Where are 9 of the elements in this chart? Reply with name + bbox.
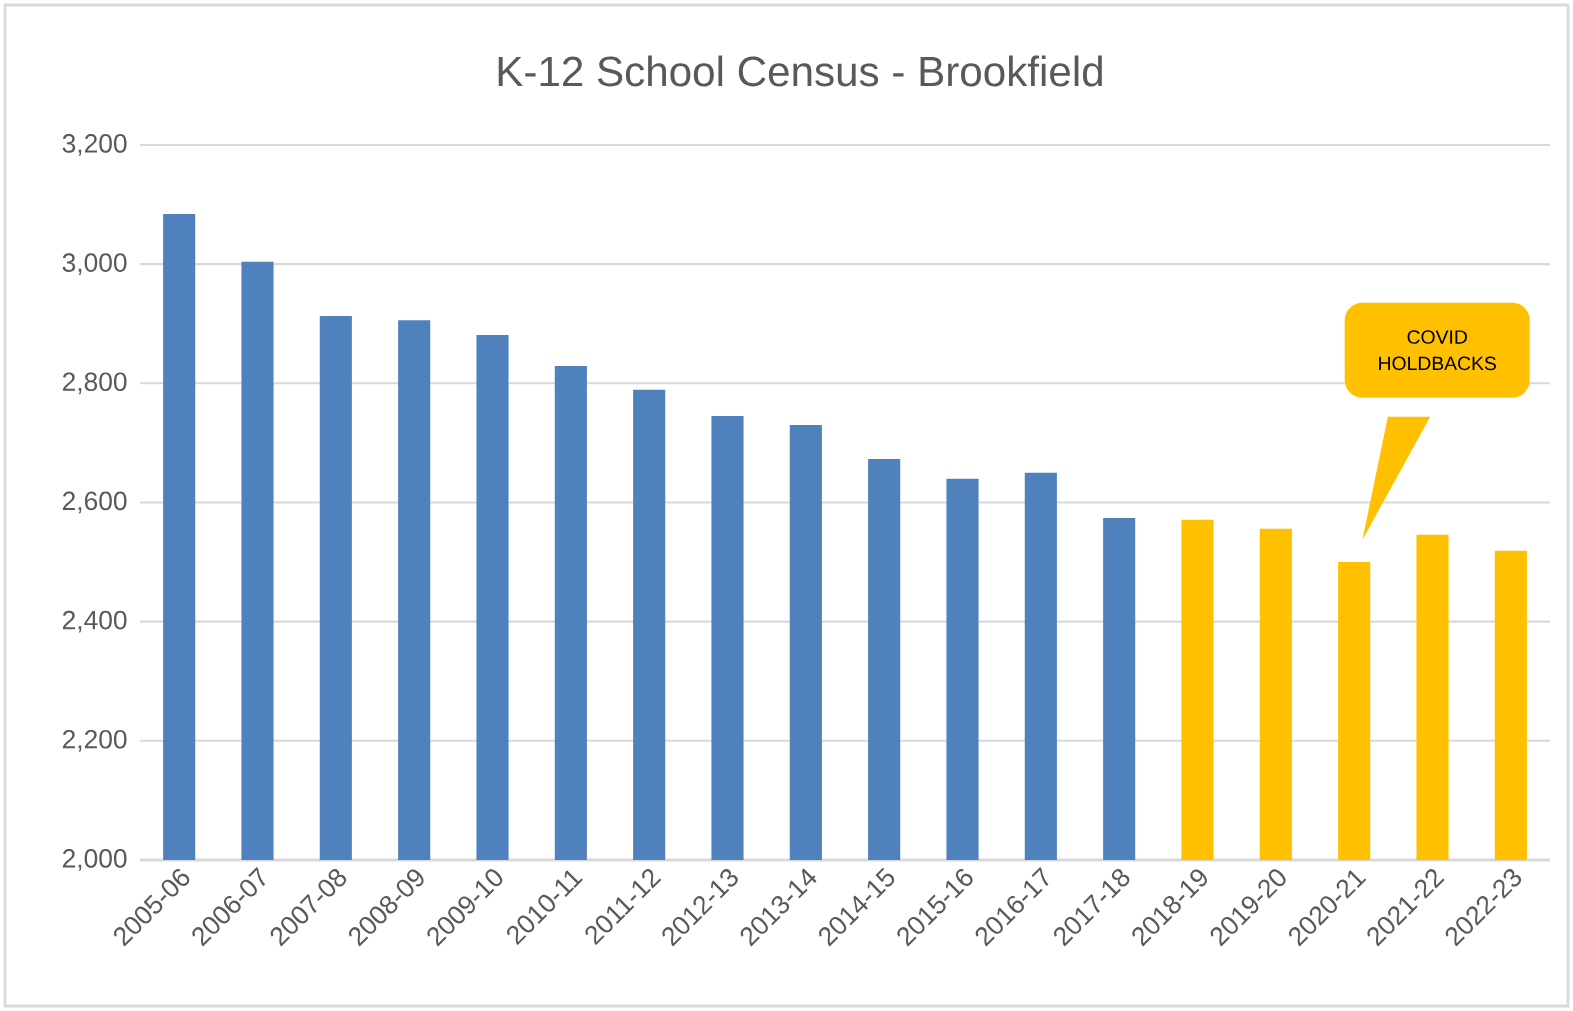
y-tick-label: 2,600 [62, 491, 127, 514]
y-tick-label: 3,000 [62, 253, 127, 276]
y-tick-label: 2,200 [62, 729, 127, 752]
y-tick-label: 2,800 [62, 372, 127, 395]
y-tick-label: 2,000 [62, 849, 127, 871]
y-tick-label: 2,400 [62, 610, 127, 633]
y-tick-label: 3,200 [62, 134, 127, 156]
chart-title: K-12 School Census - Brookfield [498, 55, 1102, 87]
annotation: COVID HOLDBACKS [1379, 330, 1496, 371]
